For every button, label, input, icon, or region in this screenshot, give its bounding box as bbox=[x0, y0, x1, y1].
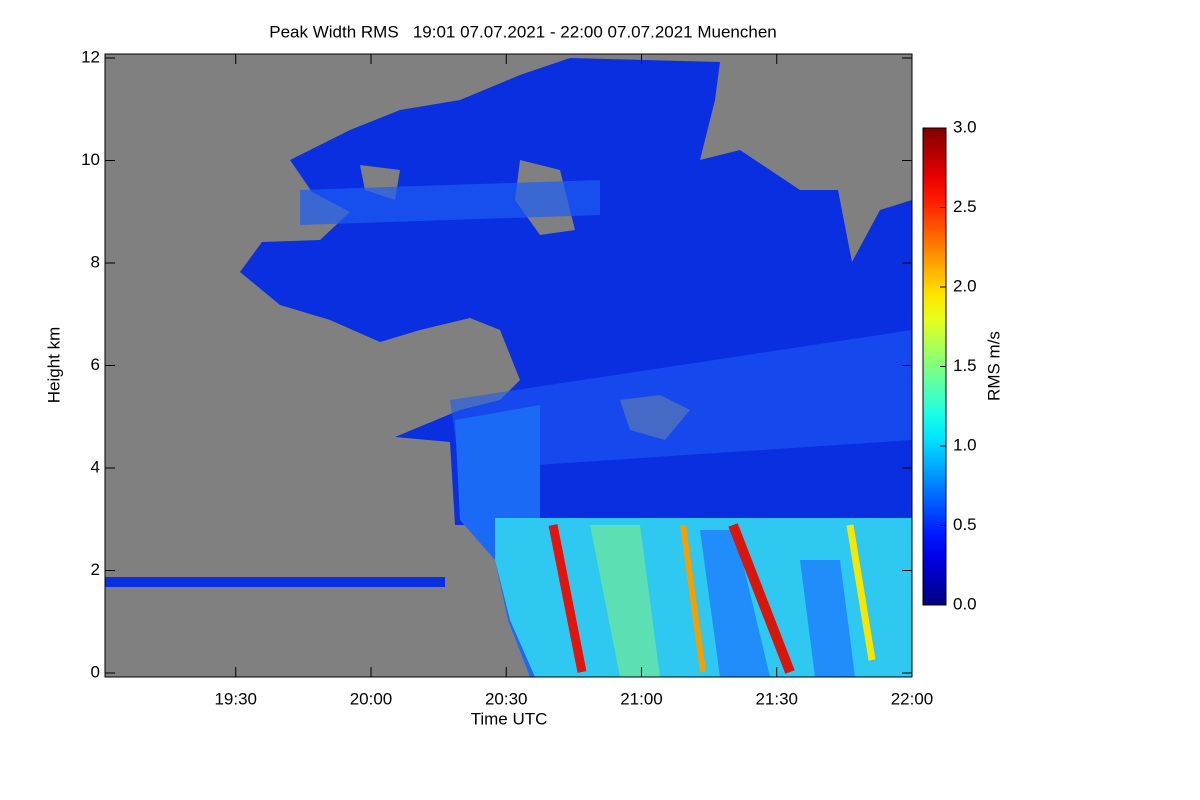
y-tick-label: 6 bbox=[91, 355, 100, 374]
colorbar-label: RMS m/s bbox=[984, 331, 1003, 401]
colorbar-tick-label: 3.0 bbox=[953, 117, 977, 136]
x-axis-label: Time UTC bbox=[471, 709, 548, 728]
colorbar-tick-label: 0.0 bbox=[953, 594, 977, 613]
rain-region bbox=[800, 560, 855, 677]
streak bbox=[680, 524, 706, 673]
y-tick-label: 0 bbox=[91, 662, 100, 681]
colorbar-tick-label: 1.5 bbox=[953, 356, 977, 375]
x-tick-label: 21:30 bbox=[755, 689, 798, 708]
colorbar-tick-label: 2.0 bbox=[953, 276, 977, 295]
colorbar-tick-label: 0.5 bbox=[953, 515, 977, 534]
rain-region bbox=[590, 525, 660, 677]
y-tick-label: 4 bbox=[91, 457, 100, 476]
streak bbox=[728, 523, 795, 674]
streak bbox=[846, 524, 876, 661]
field bbox=[105, 58, 912, 677]
cloud-band bbox=[450, 330, 912, 470]
x-tick-label: 20:30 bbox=[485, 689, 528, 708]
cloud-band bbox=[300, 180, 600, 225]
colorbar-tick-label: 1.0 bbox=[953, 435, 977, 454]
x-tick-label: 20:00 bbox=[350, 689, 393, 708]
y-tick-label: 8 bbox=[91, 252, 100, 271]
y-axis-label: Height km bbox=[44, 327, 63, 404]
y-tick-label: 10 bbox=[81, 150, 100, 169]
colorbar-tick-label: 2.5 bbox=[953, 197, 977, 216]
streak bbox=[548, 524, 587, 673]
x-tick-label: 22:00 bbox=[891, 689, 934, 708]
x-tick-label: 21:00 bbox=[620, 689, 663, 708]
y-tick-label: 12 bbox=[81, 47, 100, 66]
x-tick-label: 19:30 bbox=[214, 689, 257, 708]
layer bbox=[105, 577, 445, 587]
chart-title: Peak Width RMS 19:01 07.07.2021 - 22:00 … bbox=[269, 22, 777, 41]
rain-region bbox=[700, 530, 770, 677]
y-tick-label: 2 bbox=[91, 560, 100, 579]
